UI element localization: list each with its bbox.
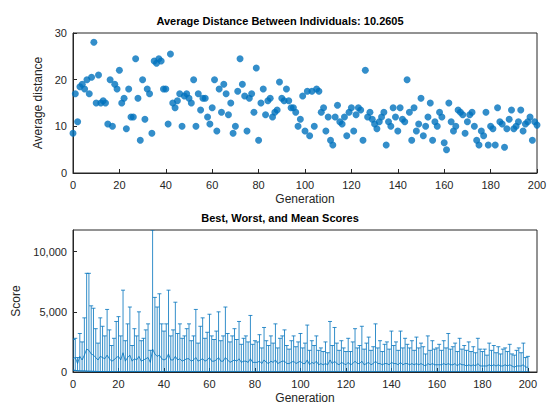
svg-text:10,000: 10,000 — [33, 246, 67, 258]
svg-text:Best, Worst, and Mean Scores: Best, Worst, and Mean Scores — [201, 212, 359, 224]
svg-text:5,000: 5,000 — [39, 306, 67, 318]
svg-text:120: 120 — [342, 179, 360, 191]
svg-text:40: 40 — [158, 378, 170, 390]
svg-text:180: 180 — [473, 378, 491, 390]
svg-text:80: 80 — [249, 378, 261, 390]
svg-text:Average Distance Between Indiv: Average Distance Between Individuals: 10… — [156, 15, 403, 27]
svg-text:180: 180 — [481, 179, 499, 191]
svg-text:0: 0 — [70, 378, 76, 390]
svg-text:10: 10 — [55, 120, 67, 132]
svg-text:140: 140 — [382, 378, 400, 390]
svg-text:30: 30 — [55, 27, 67, 39]
svg-text:20: 20 — [113, 179, 125, 191]
svg-text:60: 60 — [203, 378, 215, 390]
svg-text:40: 40 — [160, 179, 172, 191]
svg-text:20: 20 — [55, 74, 67, 86]
svg-text:160: 160 — [428, 378, 446, 390]
svg-text:100: 100 — [291, 378, 309, 390]
svg-text:80: 80 — [252, 179, 264, 191]
svg-text:200: 200 — [519, 378, 537, 390]
svg-text:160: 160 — [435, 179, 453, 191]
svg-text:Generation: Generation — [275, 391, 334, 405]
svg-text:Score: Score — [9, 285, 23, 317]
svg-text:120: 120 — [337, 378, 355, 390]
svg-text:100: 100 — [296, 179, 314, 191]
svg-text:0: 0 — [70, 179, 76, 191]
svg-text:0: 0 — [61, 366, 67, 378]
svg-text:140: 140 — [389, 179, 407, 191]
svg-text:60: 60 — [206, 179, 218, 191]
svg-text:20: 20 — [112, 378, 124, 390]
svg-text:0: 0 — [61, 167, 67, 179]
svg-text:Generation: Generation — [275, 192, 334, 206]
svg-text:200: 200 — [528, 179, 546, 191]
svg-text:Average distance: Average distance — [31, 56, 45, 149]
